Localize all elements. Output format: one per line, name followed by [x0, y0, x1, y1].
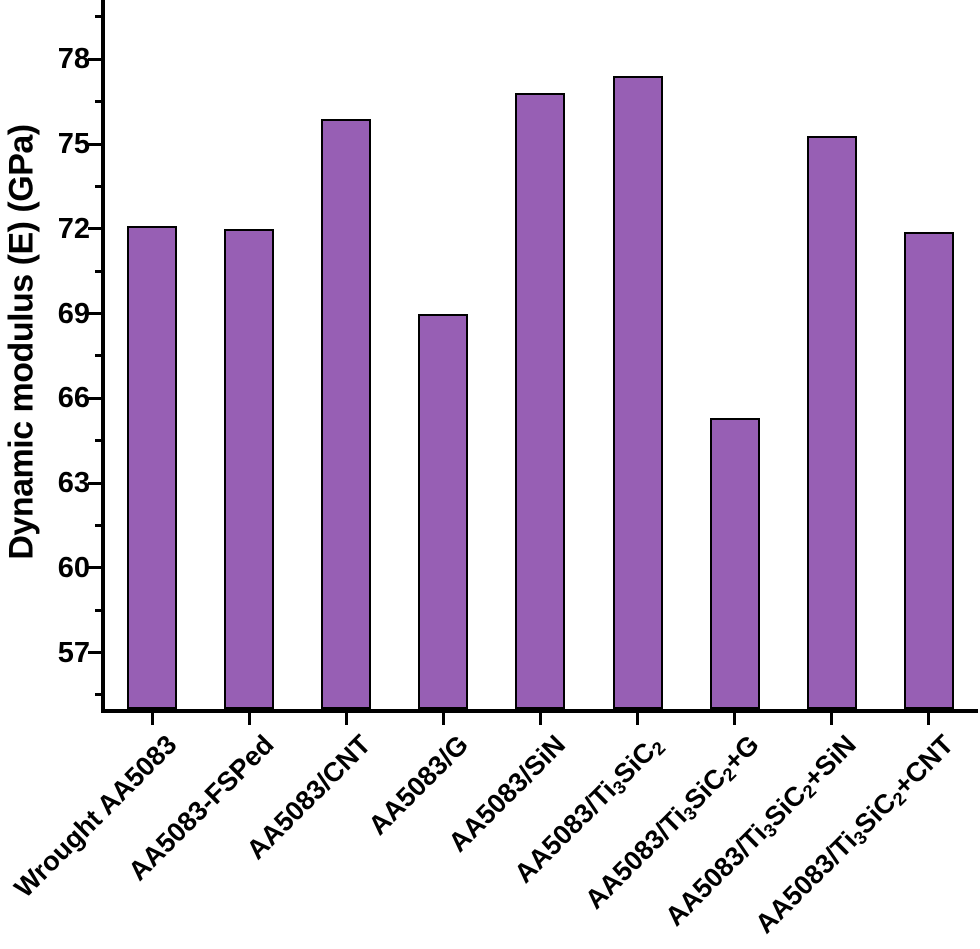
x-tick-label: Wrought AA5083	[8, 729, 183, 904]
x-tick-label: AA5083/Ti3SiC2+G	[580, 729, 765, 914]
y-tick-label: 60	[57, 551, 90, 584]
bar-5	[515, 93, 566, 709]
y-major-tick	[88, 651, 103, 654]
y-tick-label: 78	[57, 43, 90, 76]
x-tick	[344, 712, 348, 725]
x-tick	[636, 712, 639, 725]
y-major-tick	[88, 312, 103, 316]
y-tick-label: 69	[57, 297, 90, 330]
y-major-tick	[88, 481, 103, 485]
x-tick-label: AA5083/Ti3SiC2+SiN	[660, 729, 862, 931]
x-tick	[538, 712, 542, 725]
y-minor-tick	[95, 269, 103, 273]
y-tick-label: 66	[57, 382, 90, 415]
bar-7	[709, 418, 760, 709]
bar-6	[612, 76, 663, 709]
bar-4	[418, 313, 469, 709]
x-tick	[927, 712, 931, 725]
y-axis-line	[101, 0, 105, 713]
bar-3	[321, 118, 372, 709]
bar-8	[806, 135, 857, 709]
y-tick-label: 63	[57, 467, 90, 500]
y-major-tick	[88, 57, 103, 61]
x-tick	[733, 712, 737, 725]
y-minor-tick	[95, 100, 103, 104]
y-minor-tick	[95, 523, 103, 527]
x-tick-label: AA5083/Ti3SiC2+CNT	[749, 729, 959, 939]
y-minor-tick	[95, 15, 103, 19]
x-tick	[150, 712, 154, 725]
bar-2	[224, 228, 275, 709]
x-axis-line	[101, 709, 978, 713]
x-tick	[830, 712, 834, 725]
y-minor-tick	[95, 693, 103, 697]
y-minor-tick	[95, 439, 103, 443]
y-minor-tick	[95, 608, 103, 612]
y-major-tick	[88, 142, 103, 146]
y-tick-label: 57	[57, 636, 90, 669]
x-tick	[247, 712, 251, 725]
y-major-tick	[88, 227, 103, 231]
plot-area	[88, 0, 977, 709]
x-tick	[441, 712, 445, 725]
bar-9	[903, 231, 954, 709]
y-minor-tick	[95, 354, 103, 358]
y-tick-label: 75	[57, 128, 90, 161]
y-minor-tick	[95, 184, 103, 188]
y-major-tick	[88, 566, 103, 570]
y-tick-label: 72	[57, 212, 90, 245]
label-text: Wrought AA5083	[8, 729, 183, 904]
bar-1	[127, 225, 177, 709]
y-major-tick	[88, 396, 103, 400]
